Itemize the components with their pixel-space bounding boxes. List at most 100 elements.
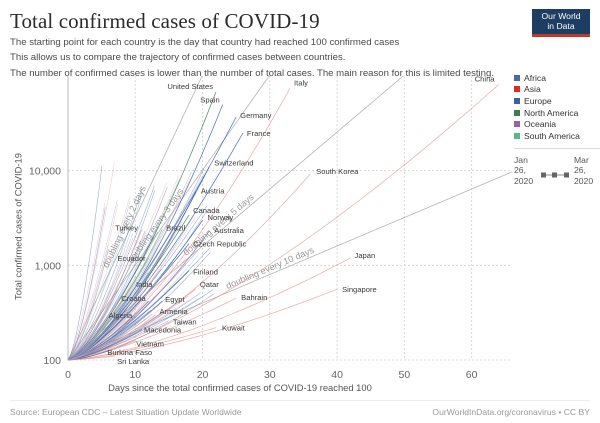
start-year: 2020	[514, 175, 534, 186]
country-line	[67, 190, 155, 361]
legend-item-asia[interactable]: Asia	[514, 84, 600, 96]
x-tick-label: 10	[129, 369, 141, 381]
country-line	[67, 204, 118, 361]
country-line	[67, 249, 109, 361]
country-label[interactable]: Egypt	[165, 295, 185, 304]
chart-header: Total confirmed cases of COVID-19 The st…	[10, 8, 520, 80]
country-line	[67, 235, 146, 361]
country-label[interactable]: Armenia	[159, 307, 188, 316]
country-label[interactable]: Australia	[214, 226, 244, 235]
y-axis-title: Total confirmed cases of COVID-19	[12, 153, 24, 300]
country-line	[67, 258, 186, 361]
country-label[interactable]: Sri Lanka	[117, 357, 150, 366]
country-line	[67, 289, 214, 361]
credit-text[interactable]: OurWorldInData.org/coronavirus • CC BY	[432, 407, 590, 417]
y-tick-label: 100	[43, 355, 61, 367]
legend-swatch-icon	[514, 132, 520, 139]
legend-item-label: Asia	[524, 84, 541, 95]
legend-swatch-icon	[514, 121, 520, 128]
country-label[interactable]: Burkina Faso	[107, 348, 152, 357]
legend-divider	[514, 148, 600, 149]
end-year: 2020	[574, 175, 594, 186]
country-label[interactable]: Qatar	[200, 280, 219, 289]
date-range-control[interactable]: Jan 26, 2020 Mar 26, 2020	[514, 148, 600, 186]
country-line	[67, 244, 109, 361]
country-label[interactable]: Croatia	[121, 294, 146, 303]
country-label[interactable]: India	[136, 280, 153, 289]
country-label[interactable]: Taiwan	[173, 318, 197, 327]
country-label[interactable]: Bahrain	[241, 293, 267, 302]
country-label[interactable]: Finland	[193, 268, 218, 277]
legend-swatch-icon	[514, 97, 520, 104]
country-label[interactable]: Turkey	[115, 223, 138, 232]
legend-item-europe[interactable]: Europe	[514, 95, 600, 107]
country-line	[67, 293, 214, 361]
country-label[interactable]: France	[247, 129, 271, 138]
legend-item-africa[interactable]: Africa	[514, 72, 600, 84]
date-range-slider[interactable]	[540, 155, 574, 184]
x-tick-label: 50	[399, 369, 411, 381]
legend-swatch-icon	[514, 86, 520, 93]
country-label[interactable]: Canada	[193, 206, 220, 215]
country-label[interactable]: Austria	[201, 187, 225, 196]
country-line	[67, 252, 211, 361]
country-label[interactable]: Macedonia	[144, 325, 182, 334]
country-label[interactable]: Vietnam	[136, 340, 164, 349]
date-range-end: Mar 26, 2020	[574, 155, 600, 186]
country-label[interactable]: Germany	[240, 111, 271, 120]
country-line	[67, 238, 134, 361]
country-line	[67, 269, 162, 361]
legend-item-label: North America	[524, 107, 579, 118]
country-label[interactable]: Algeria	[109, 311, 133, 320]
slider-track-icon[interactable]	[540, 171, 570, 179]
country-label[interactable]: South Korea	[316, 167, 359, 176]
legend-item-label: Africa	[524, 72, 546, 83]
country-label[interactable]: Switzerland	[214, 159, 253, 168]
country-label[interactable]: Kuwait	[222, 324, 246, 333]
country-line	[67, 266, 174, 361]
end-month: Mar	[574, 155, 589, 165]
country-line	[67, 257, 351, 361]
end-day: 26,	[574, 165, 586, 176]
owid-logo[interactable]: Our World in Data	[532, 9, 590, 37]
country-line	[67, 173, 205, 361]
country-label[interactable]: Brazil	[166, 223, 185, 232]
owid-logo-line-2: in Data	[547, 21, 575, 31]
country-line	[67, 288, 338, 361]
x-tick-label: 60	[466, 369, 478, 381]
country-line	[67, 276, 149, 361]
country-label[interactable]: Czech Republic	[193, 240, 246, 249]
country-line	[67, 188, 143, 361]
country-line	[67, 84, 499, 361]
country-label[interactable]: China	[475, 75, 496, 84]
country-line	[67, 247, 211, 361]
country-line	[67, 132, 244, 361]
country-line	[67, 207, 106, 361]
y-tick-label: 10,000	[29, 166, 61, 178]
subtitle-line-1: The starting point for each country is t…	[10, 37, 400, 48]
country-label[interactable]: Norway	[208, 213, 234, 222]
country-line	[67, 231, 159, 361]
legend-item-south-america[interactable]: South America	[514, 130, 600, 142]
country-label[interactable]: Japan	[355, 251, 376, 260]
country-label[interactable]: United States	[167, 82, 213, 91]
country-label[interactable]: Spain	[200, 95, 219, 104]
country-line	[67, 355, 116, 361]
x-tick-label: 30	[264, 369, 276, 381]
country-line	[67, 327, 217, 361]
start-month: Jan	[514, 155, 528, 165]
country-label[interactable]: Singapore	[342, 285, 377, 294]
country-line	[67, 310, 165, 361]
country-line	[67, 201, 131, 361]
country-line	[67, 218, 196, 361]
country-line	[67, 165, 103, 361]
legend-item-north-america[interactable]: North America	[514, 107, 600, 119]
country-label[interactable]: Ecuador	[117, 254, 146, 263]
country-label[interactable]: Italy	[294, 78, 308, 87]
owid-logo-line-1: Our World	[541, 11, 581, 21]
legend-item-oceania[interactable]: Oceania	[514, 118, 600, 130]
legend-swatch-icon	[514, 74, 520, 81]
source-text: Source: European CDC – Latest Situation …	[10, 407, 242, 417]
country-line	[67, 262, 186, 361]
